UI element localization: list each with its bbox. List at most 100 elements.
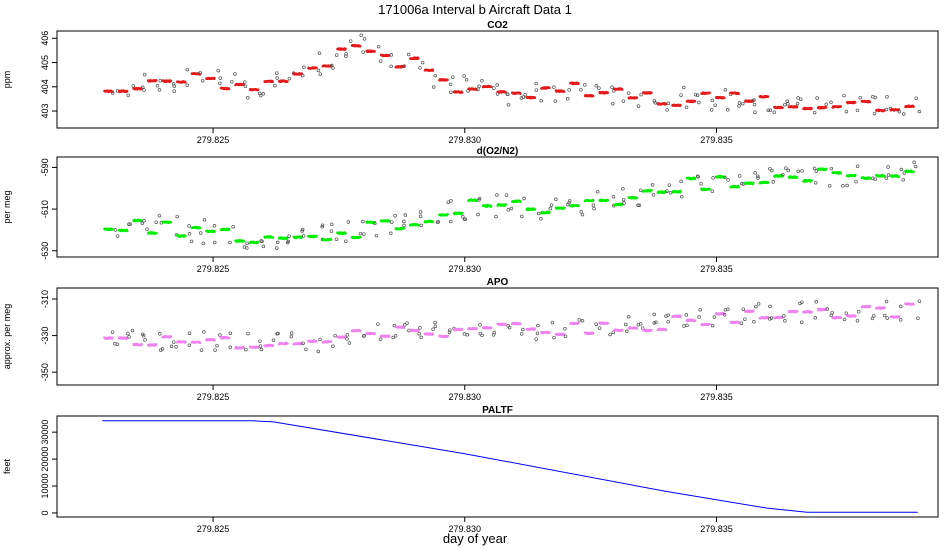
data-point-open	[553, 99, 558, 103]
data-point-open	[376, 322, 380, 326]
data-point	[140, 219, 143, 223]
data-point-open	[391, 335, 395, 340]
data-point-open	[228, 345, 233, 350]
data-point	[242, 239, 245, 243]
data-point-open	[534, 81, 538, 86]
data-point-open	[158, 332, 162, 336]
data-point-open	[393, 334, 398, 338]
data-point-open	[495, 193, 499, 197]
data-point	[475, 327, 478, 331]
data-point-open	[333, 333, 337, 338]
data-point-open	[870, 316, 875, 321]
data-point-open	[682, 85, 686, 90]
data-point-open	[213, 348, 217, 352]
data-point-open	[477, 84, 481, 89]
data-point-open	[652, 321, 656, 325]
figure-title: 171006a Interval b Aircraft Data 1	[378, 2, 572, 17]
data-point-open	[666, 313, 670, 318]
data-points	[103, 160, 918, 250]
data-point-open	[884, 176, 889, 181]
data-point-open	[187, 232, 192, 236]
data-point-open	[198, 70, 202, 75]
data-point-open	[594, 322, 598, 326]
data-point-open	[320, 225, 324, 229]
data-point-open	[844, 311, 849, 315]
data-point-open	[842, 93, 846, 98]
data-point	[111, 336, 114, 340]
data-point-open	[684, 313, 689, 317]
data-point	[766, 95, 770, 98]
data-point-open	[145, 227, 149, 232]
data-point-open	[406, 52, 411, 57]
data-point-open	[271, 338, 276, 343]
data-point-open	[563, 334, 568, 339]
data-point-open	[781, 172, 785, 177]
data-point-open	[563, 327, 567, 331]
plot-frame	[56, 415, 939, 518]
panel-3: APO approx. per meg 279.825 279.830 279.835 -…	[2, 277, 939, 402]
y-tick-label: -310	[40, 290, 50, 308]
data-point-open	[301, 341, 305, 345]
data-point-open	[448, 328, 452, 332]
data-point	[868, 304, 872, 308]
data-point-open	[344, 54, 348, 58]
data-point-open	[420, 60, 425, 65]
data-point	[446, 78, 449, 82]
data-points	[103, 33, 922, 116]
data-point-open	[504, 193, 509, 197]
data-point-open	[664, 314, 668, 318]
data-point-open	[175, 214, 179, 219]
data-point-open	[448, 82, 453, 87]
data-point-open	[362, 232, 366, 236]
data-point	[227, 336, 231, 340]
data-point	[358, 235, 362, 239]
data-point-open	[743, 317, 747, 321]
data-point	[679, 315, 682, 318]
x-tick-label: 279.830	[449, 392, 482, 402]
data-point-open	[815, 96, 819, 100]
data-point-open	[772, 110, 777, 114]
panel-title: d(O2/N2)	[477, 146, 519, 157]
data-point	[752, 181, 755, 185]
data-point-open	[624, 322, 628, 327]
data-point-open	[753, 110, 757, 114]
x-tick-label: 279.835	[700, 392, 733, 402]
data-point-open	[506, 102, 511, 107]
data-point-open	[796, 169, 800, 174]
data-point-open	[418, 66, 422, 70]
data-point-open	[447, 330, 452, 334]
data-point-open	[157, 213, 162, 218]
data-point	[795, 176, 799, 179]
data-point-open	[242, 80, 247, 84]
data-point-open	[494, 214, 498, 219]
data-point-open	[433, 324, 438, 328]
data-point-open	[215, 343, 219, 348]
data-point-open	[373, 221, 377, 226]
data-point-open	[768, 108, 773, 113]
data-point-open	[621, 99, 626, 103]
data-point	[824, 167, 828, 171]
data-point-open	[142, 72, 147, 77]
data-point	[417, 223, 420, 227]
data-point	[562, 206, 566, 210]
data-point	[708, 187, 711, 191]
data-point-open	[595, 189, 600, 194]
data-point-open	[172, 89, 176, 93]
data-point	[533, 96, 537, 99]
data-point-open	[130, 328, 135, 333]
data-point-open	[389, 231, 393, 236]
data-point-open	[522, 196, 526, 201]
data-point-open	[901, 177, 905, 182]
data-point-open	[418, 326, 422, 330]
y-tick-label: 10000	[40, 474, 50, 499]
data-point-open	[756, 176, 760, 180]
data-point-open	[519, 332, 524, 336]
data-point	[679, 104, 682, 107]
data-point	[795, 105, 799, 108]
data-point-open	[712, 315, 717, 319]
data-point-open	[158, 79, 163, 83]
data-point-open	[567, 88, 571, 92]
y-axis-label: ppm	[2, 71, 12, 89]
data-point-open	[141, 334, 146, 338]
